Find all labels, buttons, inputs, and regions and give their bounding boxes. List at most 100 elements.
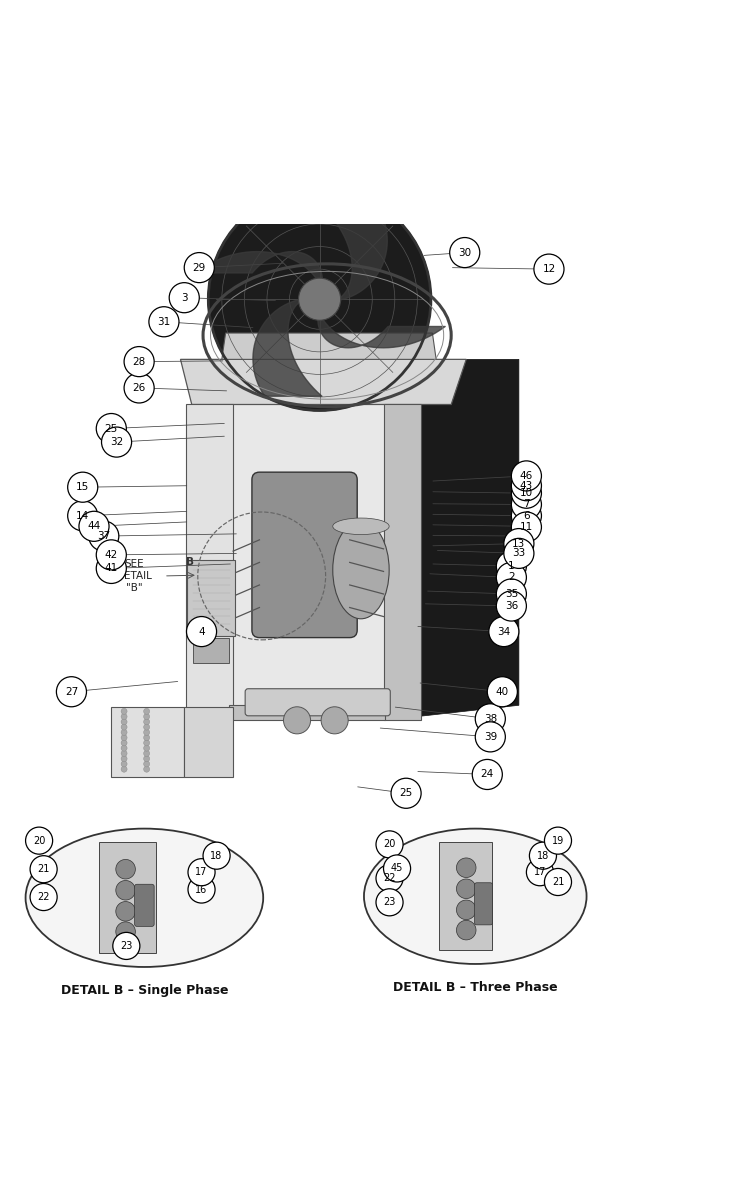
Text: 43: 43 xyxy=(520,481,533,491)
Circle shape xyxy=(169,283,199,313)
Circle shape xyxy=(384,854,411,882)
Text: 1: 1 xyxy=(508,562,514,571)
Circle shape xyxy=(188,876,215,904)
Text: 21: 21 xyxy=(552,877,564,887)
Text: B: B xyxy=(186,557,193,566)
Circle shape xyxy=(376,830,403,858)
Circle shape xyxy=(450,238,480,268)
Circle shape xyxy=(144,745,150,751)
Text: 18: 18 xyxy=(537,851,549,860)
Circle shape xyxy=(144,766,150,773)
Text: DETAIL B – Three Phase: DETAIL B – Three Phase xyxy=(393,980,557,994)
Text: 46: 46 xyxy=(520,470,533,481)
Text: 13: 13 xyxy=(512,539,526,548)
Text: 22: 22 xyxy=(384,874,396,883)
Text: 44: 44 xyxy=(87,521,101,532)
Circle shape xyxy=(496,563,526,593)
Circle shape xyxy=(496,590,526,622)
Circle shape xyxy=(475,703,505,734)
Circle shape xyxy=(534,254,564,284)
Circle shape xyxy=(504,539,534,569)
Circle shape xyxy=(121,766,127,773)
Circle shape xyxy=(116,922,135,942)
Circle shape xyxy=(511,490,541,520)
Circle shape xyxy=(188,859,215,886)
Circle shape xyxy=(144,740,150,746)
Circle shape xyxy=(144,724,150,730)
Text: 16: 16 xyxy=(196,884,208,894)
Text: 21: 21 xyxy=(38,864,50,875)
Text: 23: 23 xyxy=(120,941,132,950)
Circle shape xyxy=(496,578,526,610)
Text: 17: 17 xyxy=(196,868,208,877)
Circle shape xyxy=(113,932,140,960)
FancyBboxPatch shape xyxy=(193,637,229,664)
Text: 26: 26 xyxy=(132,383,146,392)
Circle shape xyxy=(144,708,150,714)
Polygon shape xyxy=(184,707,233,776)
Circle shape xyxy=(116,881,135,900)
Polygon shape xyxy=(180,359,466,404)
Circle shape xyxy=(121,761,127,767)
Text: 36: 36 xyxy=(505,601,518,611)
Circle shape xyxy=(121,708,127,714)
Text: 38: 38 xyxy=(484,714,497,724)
Text: 4: 4 xyxy=(199,626,205,636)
Circle shape xyxy=(544,827,572,854)
Circle shape xyxy=(203,842,230,869)
Text: 2: 2 xyxy=(508,572,514,582)
FancyBboxPatch shape xyxy=(475,883,493,925)
Circle shape xyxy=(121,714,127,720)
Polygon shape xyxy=(111,707,184,776)
Circle shape xyxy=(376,889,403,916)
Circle shape xyxy=(116,901,135,922)
Circle shape xyxy=(511,470,541,500)
Circle shape xyxy=(511,500,541,530)
Text: 12: 12 xyxy=(542,264,556,274)
FancyBboxPatch shape xyxy=(187,560,235,636)
Polygon shape xyxy=(384,359,519,720)
Circle shape xyxy=(504,528,534,559)
Circle shape xyxy=(456,878,476,899)
FancyBboxPatch shape xyxy=(245,689,390,716)
Text: 17: 17 xyxy=(534,868,546,877)
Text: 27: 27 xyxy=(65,686,78,697)
Circle shape xyxy=(96,414,126,444)
Circle shape xyxy=(299,278,341,320)
Circle shape xyxy=(96,540,126,570)
Circle shape xyxy=(121,740,127,746)
Circle shape xyxy=(526,859,553,886)
Text: 23: 23 xyxy=(384,898,396,907)
Circle shape xyxy=(284,707,311,734)
Circle shape xyxy=(121,724,127,730)
Text: 33: 33 xyxy=(512,548,526,558)
Text: 42: 42 xyxy=(105,550,118,560)
Text: 20: 20 xyxy=(33,835,45,846)
Text: 11: 11 xyxy=(520,522,533,532)
Circle shape xyxy=(475,722,505,752)
Circle shape xyxy=(68,500,98,530)
Text: 45: 45 xyxy=(391,864,403,874)
Circle shape xyxy=(496,551,526,581)
Circle shape xyxy=(102,427,132,457)
Circle shape xyxy=(511,478,541,509)
Circle shape xyxy=(321,707,348,734)
Circle shape xyxy=(144,730,150,736)
Text: 40: 40 xyxy=(496,686,509,697)
Text: 10: 10 xyxy=(520,488,533,498)
Text: 7: 7 xyxy=(523,499,529,510)
Circle shape xyxy=(30,856,57,883)
Text: 22: 22 xyxy=(38,892,50,902)
FancyBboxPatch shape xyxy=(252,472,357,637)
Text: 30: 30 xyxy=(458,247,472,258)
Text: 41: 41 xyxy=(105,564,118,574)
Circle shape xyxy=(56,677,86,707)
Circle shape xyxy=(96,553,126,583)
Text: 39: 39 xyxy=(484,732,497,742)
Circle shape xyxy=(489,617,519,647)
Circle shape xyxy=(121,750,127,756)
Circle shape xyxy=(121,734,127,740)
Text: 6: 6 xyxy=(523,511,529,521)
Circle shape xyxy=(121,719,127,725)
Polygon shape xyxy=(384,404,421,720)
